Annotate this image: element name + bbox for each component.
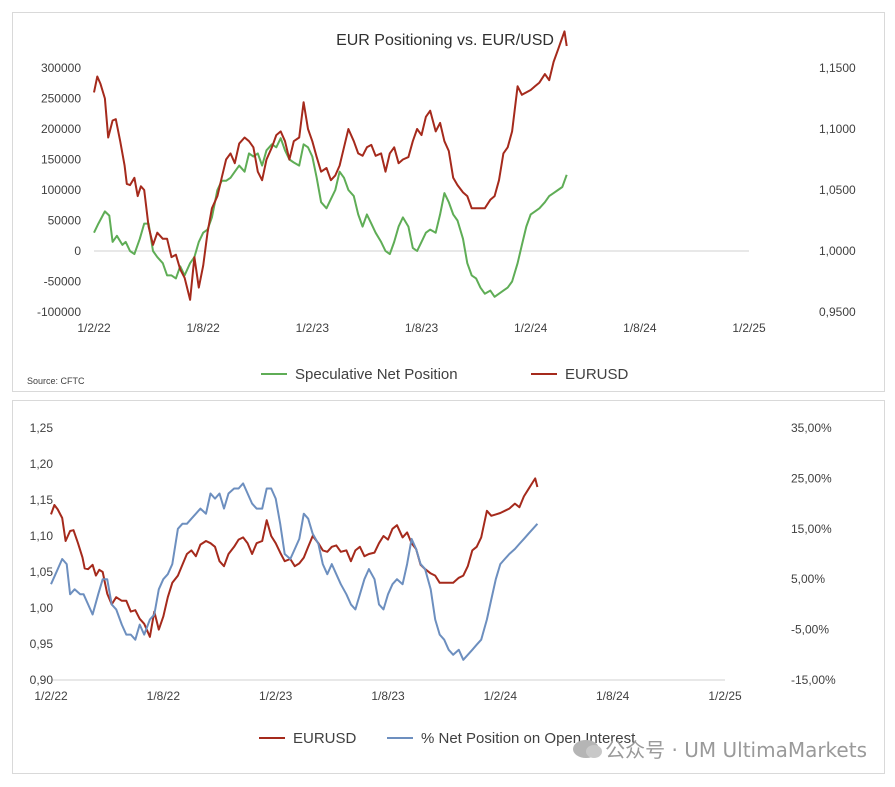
y-left-tick-label: 1,00 (30, 601, 54, 615)
x-tick-label: 1/2/25 (732, 321, 766, 335)
y-left-tick-label: 100000 (41, 183, 81, 197)
y-left-tick-label: 0,95 (30, 637, 54, 651)
source-note: Source: CFTC (27, 376, 85, 386)
y-right-tick-label: 1,0500 (819, 183, 856, 197)
y-left-tick-label: 0 (74, 244, 81, 258)
y-left-tick-label: -50000 (44, 275, 82, 289)
y-right-tick-label: 1,0000 (819, 244, 856, 258)
y-left-tick-label: 1,25 (30, 421, 54, 435)
y-left-tick-label: 250000 (41, 92, 81, 106)
x-tick-label: 1/8/22 (147, 689, 181, 703)
x-tick-label: 1/8/23 (405, 321, 439, 335)
x-tick-label: 1/2/25 (708, 689, 742, 703)
net-position-chart: 1,25 1,20 1,15 1,10 1,05 1,00 0,95 0,90 35,00% 25… (30, 421, 836, 747)
x-tick-label: 1/2/24 (484, 689, 518, 703)
x-tick-label: 1/2/22 (34, 689, 68, 703)
x-tick-label: 1/8/23 (371, 689, 405, 703)
x-tick-label: 1/2/23 (296, 321, 330, 335)
x-tick-label: 1/8/24 (596, 689, 630, 703)
watermark-text: 公众号 · UM UltimaMarkets (605, 738, 867, 762)
watermark: 公众号 · UM UltimaMarkets (573, 734, 867, 763)
y-right-tick-label: -15,00% (791, 673, 836, 687)
net-position-chart-panel: 1,25 1,20 1,15 1,10 1,05 1,00 0,95 0,90 35,00% 25… (12, 400, 885, 774)
y-right-tick-label: 0,9500 (819, 305, 856, 319)
x-tick-label: 1/8/24 (623, 321, 657, 335)
series-line-speculative-net-position (93, 137, 568, 298)
legend-label: Speculative Net Position (295, 366, 458, 383)
series-line-eurusd (93, 30, 568, 301)
x-tick-label: 1/8/22 (186, 321, 220, 335)
y-right-tick-label: 25,00% (791, 471, 832, 485)
series-line-net-position-on-open-interest (50, 482, 539, 661)
y-right-tick-label: 5,00% (791, 572, 825, 586)
chart-title: EUR Positioning vs. EUR/USD (336, 32, 554, 49)
wechat-icon (573, 739, 603, 758)
y-right-tick-label: 1,1500 (819, 61, 856, 75)
y-right-tick-label: -5,00% (791, 623, 829, 637)
legend-label: EURUSD (565, 366, 629, 383)
y-left-tick-label: -100000 (37, 305, 81, 319)
y-left-tick-label: 1,05 (30, 565, 54, 579)
series-line-eurusd (50, 477, 539, 638)
y-left-tick-label: 50000 (48, 214, 82, 228)
positioning-chart: EUR Positioning vs. EUR/USD 300000 250000 2… (27, 30, 856, 386)
x-tick-label: 1/2/24 (514, 321, 548, 335)
y-left-tick-label: 1,15 (30, 493, 54, 507)
y-right-tick-label: 35,00% (791, 421, 832, 435)
y-left-tick-label: 150000 (41, 153, 81, 167)
y-right-tick-label: 1,1000 (819, 122, 856, 136)
y-left-tick-label: 0,90 (30, 673, 54, 687)
positioning-chart-panel: EUR Positioning vs. EUR/USD 300000 250000 2… (12, 12, 885, 392)
y-right-tick-label: 15,00% (791, 522, 832, 536)
x-tick-label: 1/2/23 (259, 689, 293, 703)
y-left-tick-label: 200000 (41, 122, 81, 136)
x-tick-label: 1/2/22 (77, 321, 111, 335)
y-left-tick-label: 1,20 (30, 457, 54, 471)
y-left-tick-label: 1,10 (30, 529, 54, 543)
y-left-tick-label: 300000 (41, 61, 81, 75)
legend-label: EURUSD (293, 730, 357, 747)
